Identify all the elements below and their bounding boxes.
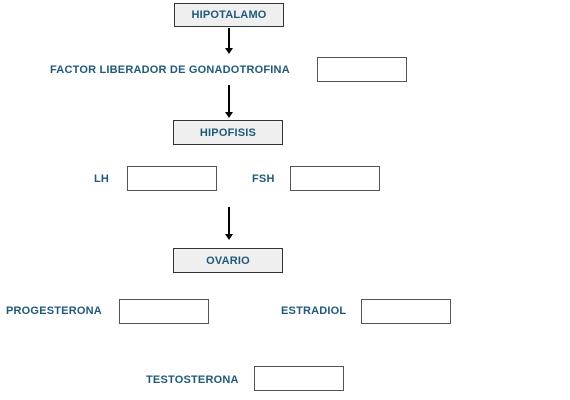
lh-input[interactable] <box>127 166 217 191</box>
arrow-down-icon <box>224 28 234 54</box>
fsh-label: FSH <box>252 173 275 185</box>
hipotalamo-box: HIPOTALAMO <box>174 3 284 27</box>
hipofisis-label: HIPOFISIS <box>199 126 257 139</box>
testosterona-label: TESTOSTERONA <box>146 374 239 386</box>
testosterona-input[interactable] <box>254 366 344 391</box>
estradiol-label: ESTRADIOL <box>281 305 347 317</box>
arrow-down-icon <box>224 207 234 240</box>
factor-liberador-input[interactable] <box>317 57 407 82</box>
factor-liberador-label: FACTOR LIBERADOR DE GONADOTROFINA <box>50 64 290 76</box>
ovario-label: OVARIO <box>206 254 250 267</box>
progesterona-label: PROGESTERONA <box>6 305 102 317</box>
hipofisis-box: HIPOFISIS <box>173 120 283 145</box>
lh-label: LH <box>94 173 110 185</box>
arrow-down-icon <box>224 85 234 118</box>
ovario-box: OVARIO <box>173 248 283 273</box>
fsh-input[interactable] <box>290 166 380 191</box>
progesterona-input[interactable] <box>119 299 209 324</box>
estradiol-input[interactable] <box>361 299 451 324</box>
hipotalamo-label: HIPOTALAMO <box>191 9 267 21</box>
